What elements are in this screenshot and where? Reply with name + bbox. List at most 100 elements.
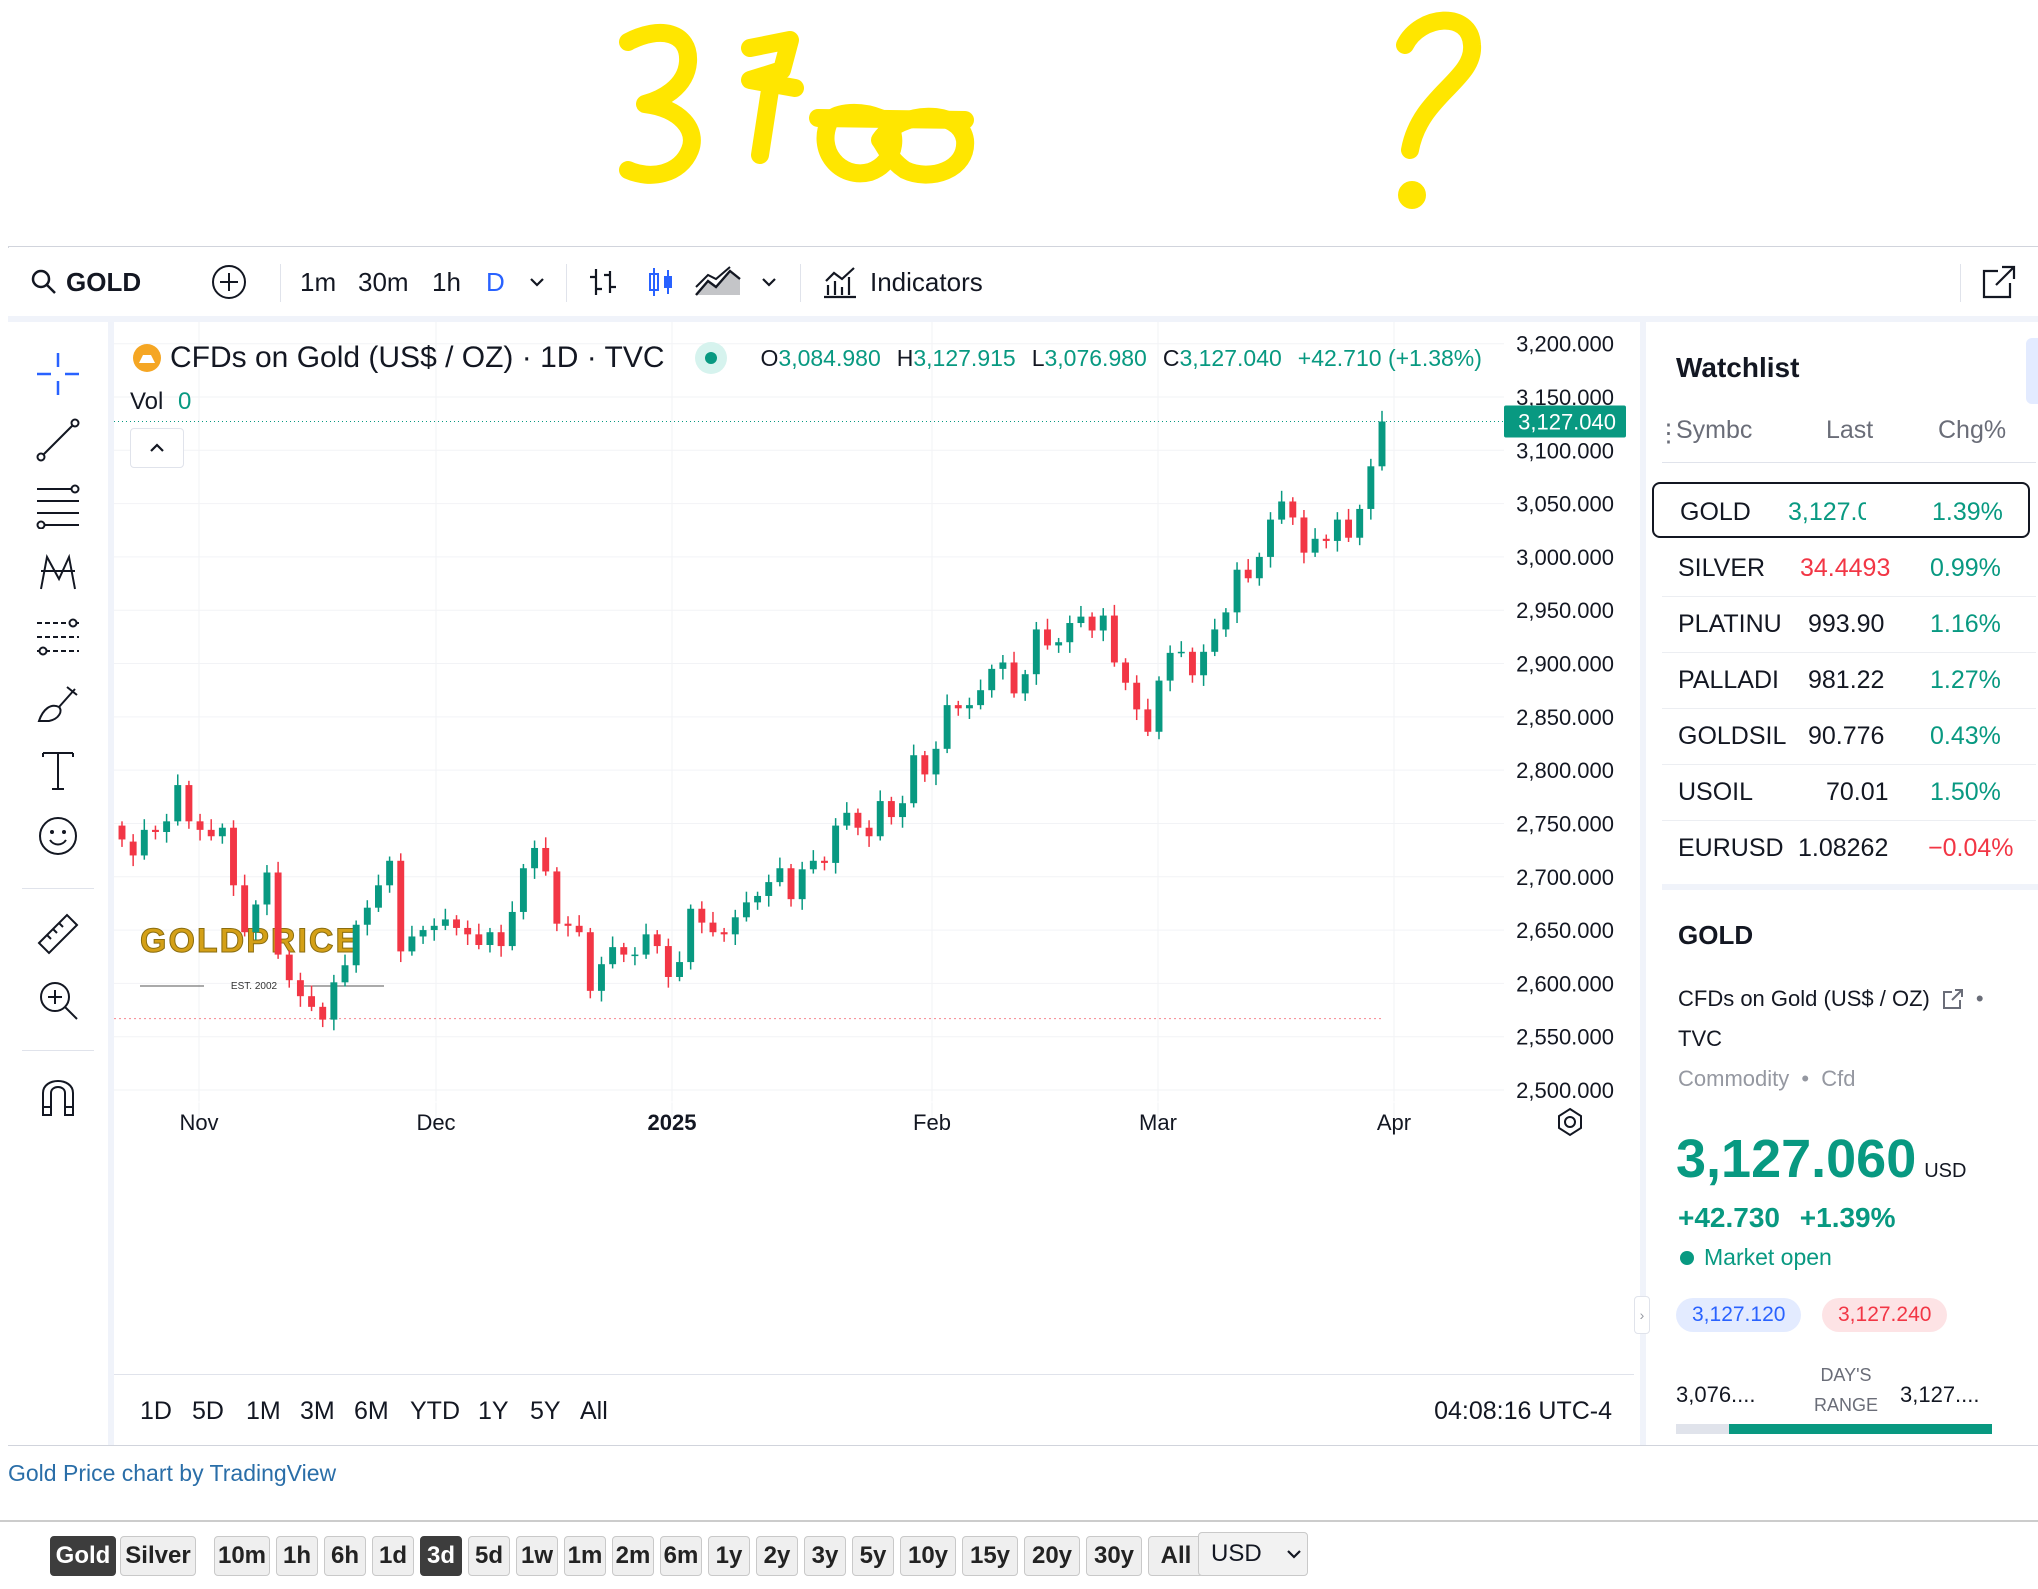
collapse-legend-button[interactable]: [130, 428, 184, 468]
period-5y-button[interactable]: 5y: [852, 1536, 894, 1576]
candle: [453, 915, 460, 936]
watchlist-row-eurusd[interactable]: EURUSD 1.08262 −0.04%: [1678, 834, 2014, 862]
last-price-label: 3,127.040: [1518, 409, 1616, 434]
day-range-fill: [1728, 1424, 1992, 1434]
candles-chart-type-button[interactable]: [644, 248, 678, 316]
candle: [352, 920, 360, 973]
watchlist-row-silver[interactable]: SILVER 34.4493 0.99%: [1662, 540, 2036, 597]
chart-type-dropdown[interactable]: [758, 248, 780, 316]
interval-1h[interactable]: 1h: [432, 266, 461, 297]
emoji-tool[interactable]: [30, 808, 86, 864]
candles: [118, 410, 1386, 1031]
clock-timezone[interactable]: 04:08:16 UTC-4: [1434, 1397, 1612, 1425]
interval-d[interactable]: D: [486, 266, 505, 297]
period-10y-button[interactable]: 10y: [900, 1536, 956, 1576]
crosshair-tool[interactable]: [30, 346, 86, 402]
candle: [631, 947, 639, 966]
candle: [1378, 410, 1386, 471]
currency-select[interactable]: USD: [1198, 1532, 1308, 1576]
y-tick-label: 2,900.000: [1516, 652, 1614, 677]
period-3y-button[interactable]: 3y: [804, 1536, 846, 1576]
period-6m-button[interactable]: 6m: [660, 1536, 702, 1576]
area-chart-type-button[interactable]: [694, 248, 742, 316]
indicators-button[interactable]: Indicators: [822, 248, 983, 316]
bar-chart-type-button[interactable]: [586, 248, 620, 316]
col-last[interactable]: Last: [1826, 416, 1874, 444]
text-tool[interactable]: [30, 742, 86, 798]
col-chg[interactable]: Chg%: [1938, 416, 2007, 444]
candle: [274, 861, 282, 959]
candle: [508, 901, 516, 951]
period-20y-button[interactable]: 20y: [1024, 1536, 1080, 1576]
candle: [1144, 698, 1152, 737]
period-30y-button[interactable]: 30y: [1086, 1536, 1142, 1576]
measure-tool[interactable]: [30, 906, 86, 962]
range-1y[interactable]: 1Y: [478, 1397, 509, 1425]
drag-handle-icon[interactable]: ⋮: [1656, 419, 1681, 447]
axis-settings-icon[interactable]: [1558, 1107, 1582, 1137]
market-status-dot: [694, 342, 727, 374]
range-5y[interactable]: 5Y: [530, 1397, 561, 1425]
projection-tool[interactable]: [30, 610, 86, 666]
range-ytd[interactable]: YTD: [410, 1397, 460, 1425]
watchlist-row-gold[interactable]: GOLD 3,127.0 1.39%: [1652, 482, 2030, 538]
range-6m[interactable]: 6M: [354, 1397, 389, 1425]
col-symbol[interactable]: Symbc: [1676, 416, 1753, 444]
candle: [397, 853, 405, 963]
watchlist-row-platinum[interactable]: PLATINU 993.90 1.16%: [1662, 596, 2036, 653]
open-external-button[interactable]: [1980, 248, 2018, 316]
symbol-search[interactable]: GOLD: [30, 248, 141, 316]
candle-body: [776, 868, 784, 883]
range-1d[interactable]: 1D: [140, 1397, 172, 1425]
period-1d-button[interactable]: 1d: [372, 1536, 414, 1576]
period-2y-button[interactable]: 2y: [756, 1536, 798, 1576]
period-15y-button[interactable]: 15y: [962, 1536, 1018, 1576]
zoom-in-tool[interactable]: [30, 972, 86, 1028]
range-1m[interactable]: 1M: [246, 1397, 281, 1425]
range-5d[interactable]: 5D: [192, 1397, 224, 1425]
metal-gold-button[interactable]: Gold: [50, 1536, 116, 1576]
top-toolbar: GOLD 1m 30m 1h D Indicators: [8, 248, 2038, 322]
watchlist-row-palladium[interactable]: PALLADI 981.22 1.27%: [1662, 652, 2036, 709]
pattern-tool[interactable]: [30, 544, 86, 600]
interval-1m[interactable]: 1m: [300, 266, 337, 297]
compare-symbol-button[interactable]: [210, 248, 248, 316]
candle-body: [241, 885, 249, 933]
interval-30m[interactable]: 30m: [358, 266, 409, 297]
candle-body: [1222, 612, 1230, 630]
period-3d-button[interactable]: 3d: [420, 1536, 462, 1576]
date-range-bar: 1D 5D 1M 3M 6M YTD 1Y 5Y All 04:08:16 UT…: [114, 1374, 1634, 1445]
period-all-button[interactable]: All: [1148, 1536, 1204, 1576]
details-exchange: TVC: [1678, 1026, 1722, 1051]
trend-line-tool[interactable]: [30, 412, 86, 468]
candle: [1010, 651, 1018, 698]
candle: [486, 927, 494, 953]
candle-body: [274, 872, 282, 955]
range-all[interactable]: All: [580, 1397, 608, 1425]
tradingview-attribution-link[interactable]: Gold Price chart by TradingView: [8, 1460, 337, 1486]
candle-body: [1133, 682, 1141, 710]
fib-tool[interactable]: [30, 478, 86, 534]
period-1h-button[interactable]: 1h: [276, 1536, 318, 1576]
toggle-panel-button[interactable]: ›: [1634, 1296, 1650, 1334]
period-2m-button[interactable]: 2m: [612, 1536, 654, 1576]
magnet-tool[interactable]: [30, 1068, 86, 1124]
brush-tool[interactable]: [30, 676, 86, 732]
period-1m-button[interactable]: 1m: [564, 1536, 606, 1576]
period-1y-button[interactable]: 1y: [708, 1536, 750, 1576]
period-6h-button[interactable]: 6h: [324, 1536, 366, 1576]
period-5d-button[interactable]: 5d: [468, 1536, 510, 1576]
watchlist-row-goldsilver[interactable]: GOLDSIL 90.776 0.43%: [1662, 708, 2036, 765]
watchlist-row-usoil[interactable]: USOIL 70.01 1.50%: [1662, 764, 2036, 821]
metal-silver-button[interactable]: Silver: [120, 1536, 196, 1576]
market-status: Market open: [1680, 1244, 1832, 1271]
range-3m[interactable]: 3M: [300, 1397, 335, 1425]
candle-body: [653, 934, 661, 947]
period-1w-button[interactable]: 1w: [516, 1536, 558, 1576]
side-tab[interactable]: [2026, 338, 2038, 404]
candle-body: [720, 932, 728, 935]
interval-dropdown[interactable]: [526, 248, 548, 316]
period-10m-button[interactable]: 10m: [214, 1536, 270, 1576]
external-link-icon[interactable]: [1940, 986, 1966, 1012]
